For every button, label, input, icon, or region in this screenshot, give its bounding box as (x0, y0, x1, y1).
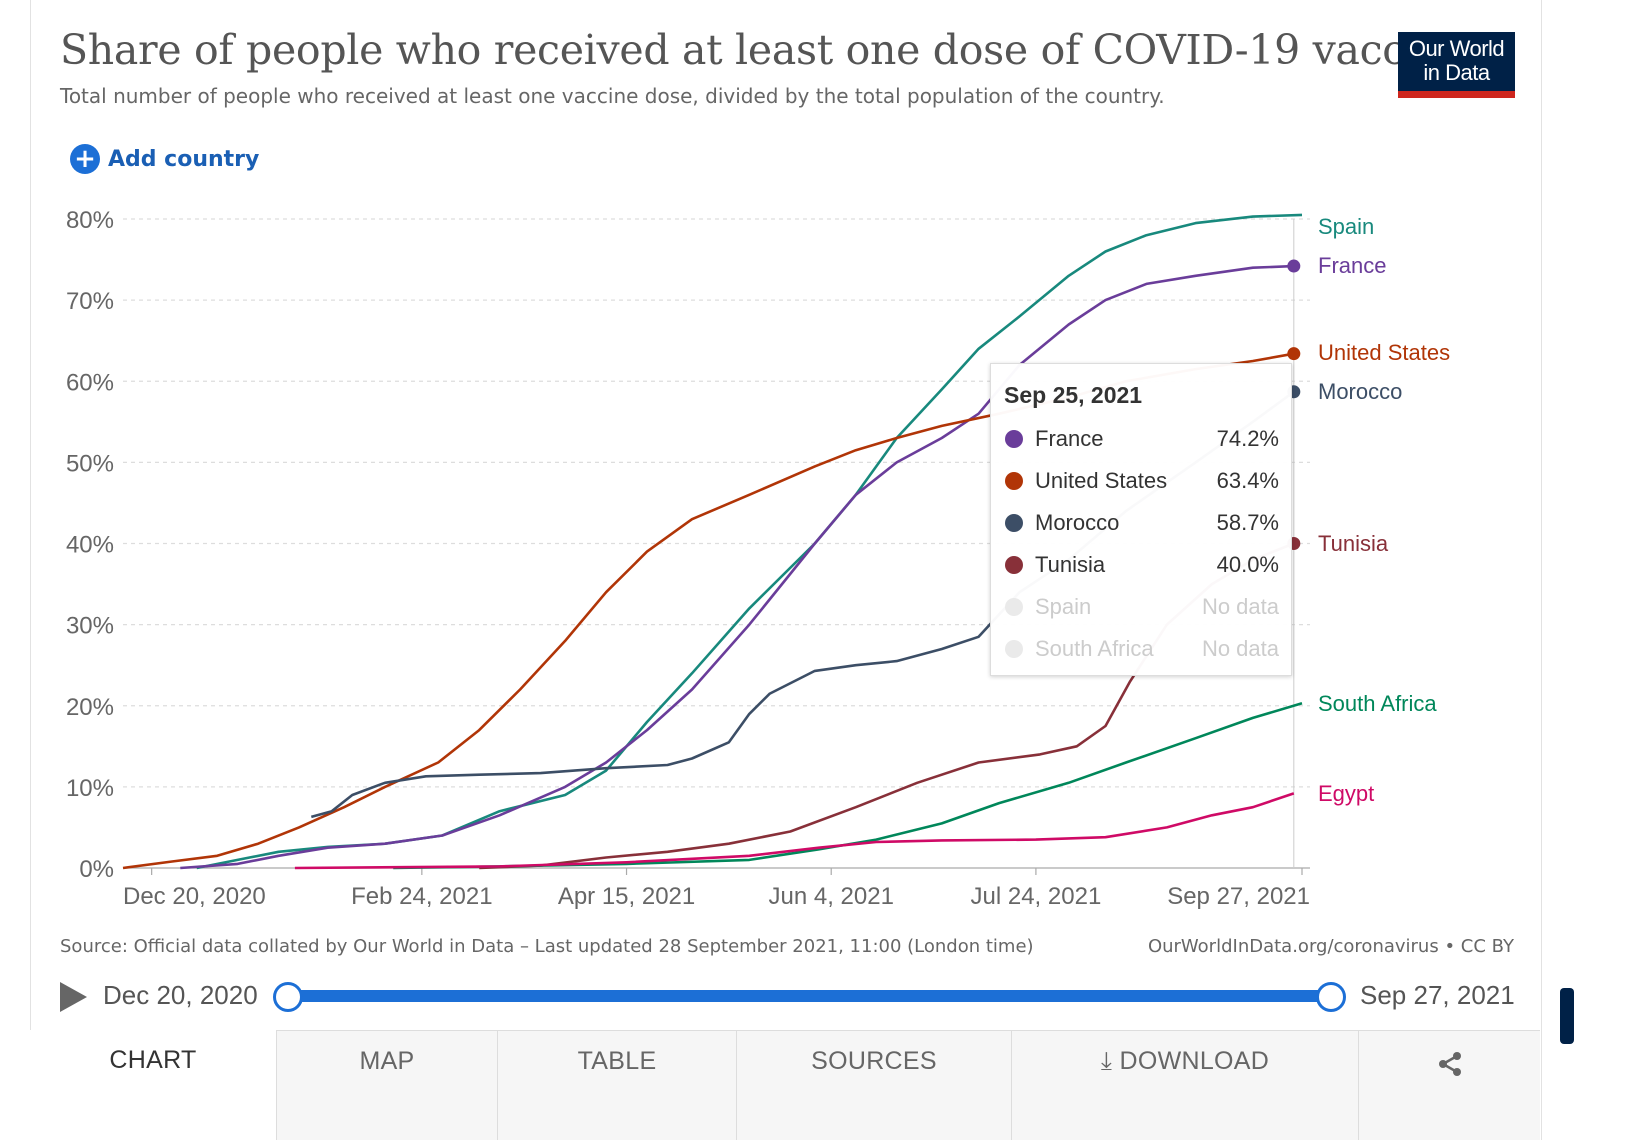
legend-dot (1005, 514, 1023, 532)
tooltip-country: Spain (1035, 594, 1092, 619)
x-tick-label: Feb 24, 2021 (351, 883, 492, 910)
y-tick-label: 60% (66, 369, 114, 396)
tooltip-row: United States 63.4% (1005, 466, 1279, 496)
logo-line-2: in Data (1423, 60, 1490, 85)
tab-bar: CHART MAP TABLE SOURCES ⤓ DOWNLOAD (30, 1030, 1540, 1140)
tooltip-value: No data (1201, 636, 1279, 661)
timeline-start-label: Dec 20, 2020 (103, 980, 258, 1010)
series-label: France (1318, 253, 1386, 278)
y-tick-label: 10% (66, 775, 114, 802)
tab-table[interactable]: TABLE (497, 1030, 736, 1140)
tooltip-row: South Africa No data (1005, 634, 1279, 664)
series-label: Spain (1318, 214, 1374, 239)
series-label: Morocco (1318, 379, 1402, 404)
series-line-south-africa (393, 702, 1303, 870)
timeline-start-handle[interactable] (273, 982, 303, 1012)
y-tick-label: 50% (66, 450, 114, 477)
x-tick-label: Jun 4, 2021 (769, 883, 894, 910)
legend-dot (1005, 472, 1023, 490)
tooltip-row: France 74.2% (1005, 424, 1279, 454)
series-label: United States (1318, 340, 1450, 365)
tooltip-value: 63.4% (1216, 468, 1279, 493)
tooltip-value: 58.7% (1216, 510, 1279, 535)
legend-dot (1005, 556, 1023, 574)
series-line-egypt (294, 792, 1295, 870)
tooltip-date: Sep 25, 2021 (1004, 382, 1143, 408)
series-end-dot (1287, 259, 1301, 273)
play-icon[interactable] (60, 982, 87, 1012)
y-tick-label: 70% (66, 288, 114, 315)
series-line-france (180, 264, 1294, 870)
tooltip-country: Tunisia (1035, 552, 1106, 577)
logo-line-1: Our World (1408, 36, 1505, 61)
plus-icon: + (70, 144, 100, 174)
hover-tooltip: Sep 25, 2021 France 74.2% United States 63.… (990, 363, 1292, 676)
tooltip-country: United States (1035, 468, 1168, 493)
tab-download[interactable]: ⤓ DOWNLOAD (1011, 1030, 1358, 1140)
y-tick-label: 0% (79, 856, 114, 883)
tab-share[interactable] (1358, 1030, 1540, 1140)
series-label: South Africa (1318, 691, 1437, 716)
license-link[interactable]: OurWorldInData.org/coronavirus • CC BY (1147, 936, 1514, 957)
tooltip-value: 74.2% (1216, 426, 1279, 451)
tooltip-country: France (1035, 426, 1104, 451)
legend-dot (1005, 430, 1023, 448)
chart-title: Share of people who received at least on… (60, 26, 1468, 74)
timeline-end-handle[interactable] (1316, 982, 1346, 1012)
x-tick-label: Apr 15, 2021 (558, 883, 695, 910)
timeline-track[interactable] (288, 990, 1331, 1002)
timeline-end-label: Sep 27, 2021 (1360, 980, 1515, 1010)
chart-subtitle: Total number of people who received at l… (60, 84, 1165, 108)
tooltip-value: 40.0% (1216, 552, 1279, 577)
series-label: Egypt (1318, 781, 1374, 806)
series-end-dot (1287, 347, 1301, 361)
timeline: Dec 20, 2020 Sep 27, 2021 (60, 978, 1520, 1018)
add-country-label: Add country (108, 146, 260, 172)
owid-logo[interactable]: Our World in Data (1398, 32, 1515, 98)
source-note: Source: Official data collated by Our Wo… (60, 936, 1034, 957)
legend-dot (1005, 598, 1023, 616)
tooltip-country: South Africa (1035, 636, 1154, 661)
legend-dot (1005, 640, 1023, 658)
x-tick-label: Sep 27, 2021 (1167, 883, 1310, 910)
y-tick-label: 30% (66, 613, 114, 640)
tooltip-row: Spain No data (1005, 592, 1279, 622)
y-tick-label: 20% (66, 694, 114, 721)
y-tick-label: 80% (66, 207, 114, 234)
tooltip-value: No data (1201, 594, 1279, 619)
share-icon (1438, 1052, 1461, 1076)
tab-chart[interactable]: CHART (30, 1030, 276, 1140)
y-tick-label: 40% (66, 532, 114, 559)
line-chart[interactable]: 0% 10% 20% 30% 40% 50% 60% 70% 80% Dec 20, 2020 Fe… (0, 0, 1648, 930)
tab-map[interactable]: MAP (276, 1030, 497, 1140)
tab-sources[interactable]: SOURCES (736, 1030, 1011, 1140)
tooltip-row: Morocco 58.7% (1005, 508, 1279, 538)
series-label: Tunisia (1318, 531, 1389, 556)
side-scroll-handle[interactable] (1560, 988, 1574, 1044)
tooltip-country: Morocco (1035, 510, 1120, 535)
x-tick-label: Jul 24, 2021 (971, 883, 1102, 910)
add-country-button[interactable]: + Add country (70, 144, 259, 174)
tooltip-row: Tunisia 40.0% (1005, 550, 1279, 580)
x-tick-label: Dec 20, 2020 (123, 883, 266, 910)
